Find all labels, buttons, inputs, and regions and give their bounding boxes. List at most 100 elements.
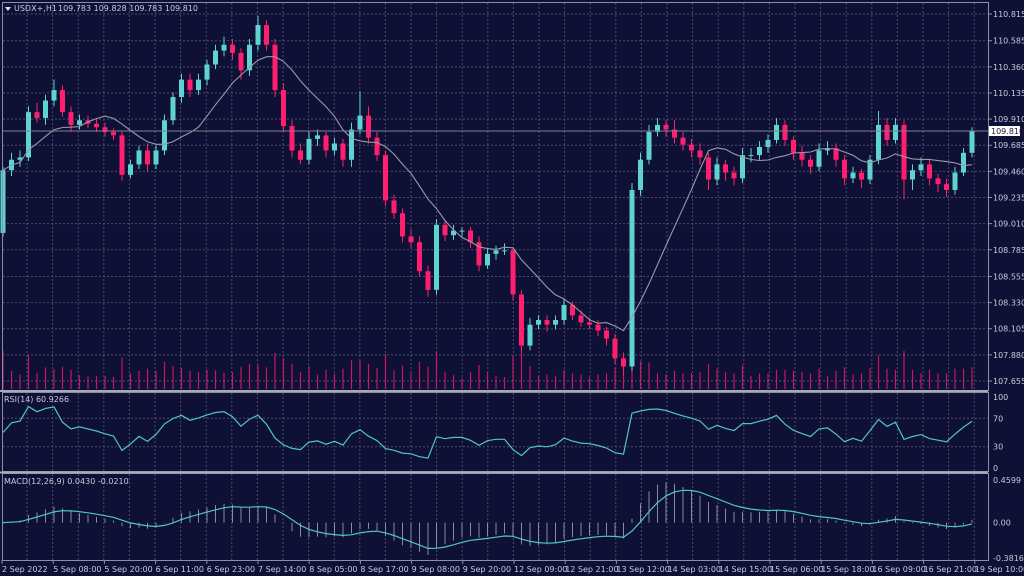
volume-bar	[546, 374, 548, 389]
volume-bar	[605, 373, 608, 389]
price-tick-label: 110.815	[993, 10, 1024, 19]
volume-bar	[274, 353, 276, 389]
candle-body	[604, 330, 609, 339]
volume-bar	[333, 374, 336, 389]
volume-bar	[503, 377, 506, 389]
candle-body	[714, 164, 720, 180]
candle-body	[102, 127, 108, 132]
candle-body	[204, 64, 210, 80]
candle-body	[383, 155, 388, 201]
rsi-tick-label: 0	[993, 464, 998, 473]
candle-body	[400, 213, 405, 237]
candle-body	[213, 50, 218, 65]
candle-body	[196, 79, 201, 91]
volume-bar	[750, 375, 752, 389]
time-tick-label: 12 Sep 21:00	[565, 565, 618, 574]
candle-body	[816, 150, 822, 167]
price-tick-label: 109.910	[993, 115, 1024, 124]
candle-body	[323, 135, 329, 151]
dropdown-triangle-icon[interactable]	[5, 7, 11, 11]
volume-bar	[903, 351, 905, 389]
volume-bar	[27, 354, 30, 389]
volume-bar	[240, 366, 242, 389]
candle-body	[638, 159, 643, 190]
candle-body	[731, 172, 737, 179]
symbol-label: USDX+,H1	[14, 4, 57, 13]
candle-body	[663, 124, 669, 130]
time-tick-label: 5 Sep 20:00	[104, 565, 152, 574]
volume-bar	[690, 373, 693, 389]
rsi-tick-label: 70	[993, 414, 1003, 423]
volume-bar	[563, 369, 565, 389]
volume-bar	[282, 357, 285, 389]
candle-body	[774, 124, 779, 141]
volume-bar	[367, 363, 370, 389]
time-tick-label: 16 Sep 09:00	[872, 565, 925, 574]
volume-bar	[214, 370, 217, 389]
volume-bar	[61, 366, 64, 389]
volume-bar	[699, 372, 701, 389]
candle-body	[595, 324, 601, 331]
volume-bar	[342, 368, 344, 389]
volume-bar	[248, 363, 251, 389]
candle-body	[264, 25, 269, 45]
candle-body	[162, 120, 167, 151]
volume-bar	[316, 374, 319, 389]
volume-bar	[937, 373, 939, 389]
candle-body	[799, 152, 805, 160]
volume-bar	[962, 368, 965, 389]
candle-body	[94, 123, 99, 128]
candle-body	[476, 242, 482, 266]
rsi-panel-frame	[2, 392, 989, 472]
volume-bar	[359, 360, 361, 389]
volume-bar	[231, 372, 234, 389]
volume-bar	[971, 367, 973, 389]
macd-tick-label: 0.4599	[993, 476, 1021, 485]
candle-body	[884, 124, 890, 141]
candle-body	[230, 44, 235, 53]
candle-body	[859, 172, 864, 180]
macd-label: MACD(12,26,9) 0.0430 -0.0210	[4, 477, 129, 486]
rsi-label: RSI(14) 60.9266	[4, 395, 69, 404]
time-tick-label: 12 Sep 09:00	[514, 565, 567, 574]
main-panel-frame	[2, 2, 989, 391]
volume-bar	[801, 372, 803, 389]
volume-bar	[10, 371, 13, 389]
grid	[3, 3, 988, 560]
candle-body	[187, 79, 193, 91]
volume-bar	[648, 362, 650, 389]
time-tick-label: 9 Sep 08:00	[412, 565, 460, 574]
candle-body	[51, 90, 57, 101]
price-tick-label: 109.460	[993, 167, 1024, 176]
candle-body	[765, 140, 771, 147]
candle-body	[782, 124, 788, 141]
price-tick-label: 109.010	[993, 220, 1024, 229]
volume-bar	[724, 372, 727, 389]
volume-bar	[325, 369, 327, 389]
volume-bar	[206, 369, 208, 389]
volume-bar	[401, 365, 404, 389]
volume-bar	[121, 357, 123, 389]
volume-bar	[682, 373, 684, 389]
volume-bar	[44, 367, 47, 389]
candle-body	[502, 250, 507, 252]
candle-body	[646, 131, 652, 160]
candle-body	[791, 140, 796, 153]
time-tick-label: 15 Sep 06:00	[770, 565, 823, 574]
candle-body	[757, 146, 762, 156]
volume-bar	[469, 372, 472, 389]
candle-body	[111, 131, 116, 136]
volume-bar	[95, 375, 98, 389]
candle-body	[706, 157, 711, 180]
volume-bar	[308, 366, 310, 389]
candle-body	[918, 164, 924, 171]
moving-average-line	[2, 56, 973, 332]
volume-bar	[461, 378, 463, 389]
volume-bar	[138, 371, 140, 389]
volume-bar	[767, 373, 769, 389]
volume-bar	[512, 356, 514, 389]
volume-bar	[427, 366, 429, 389]
volume-bar	[554, 375, 557, 389]
volume-bar	[665, 374, 667, 389]
